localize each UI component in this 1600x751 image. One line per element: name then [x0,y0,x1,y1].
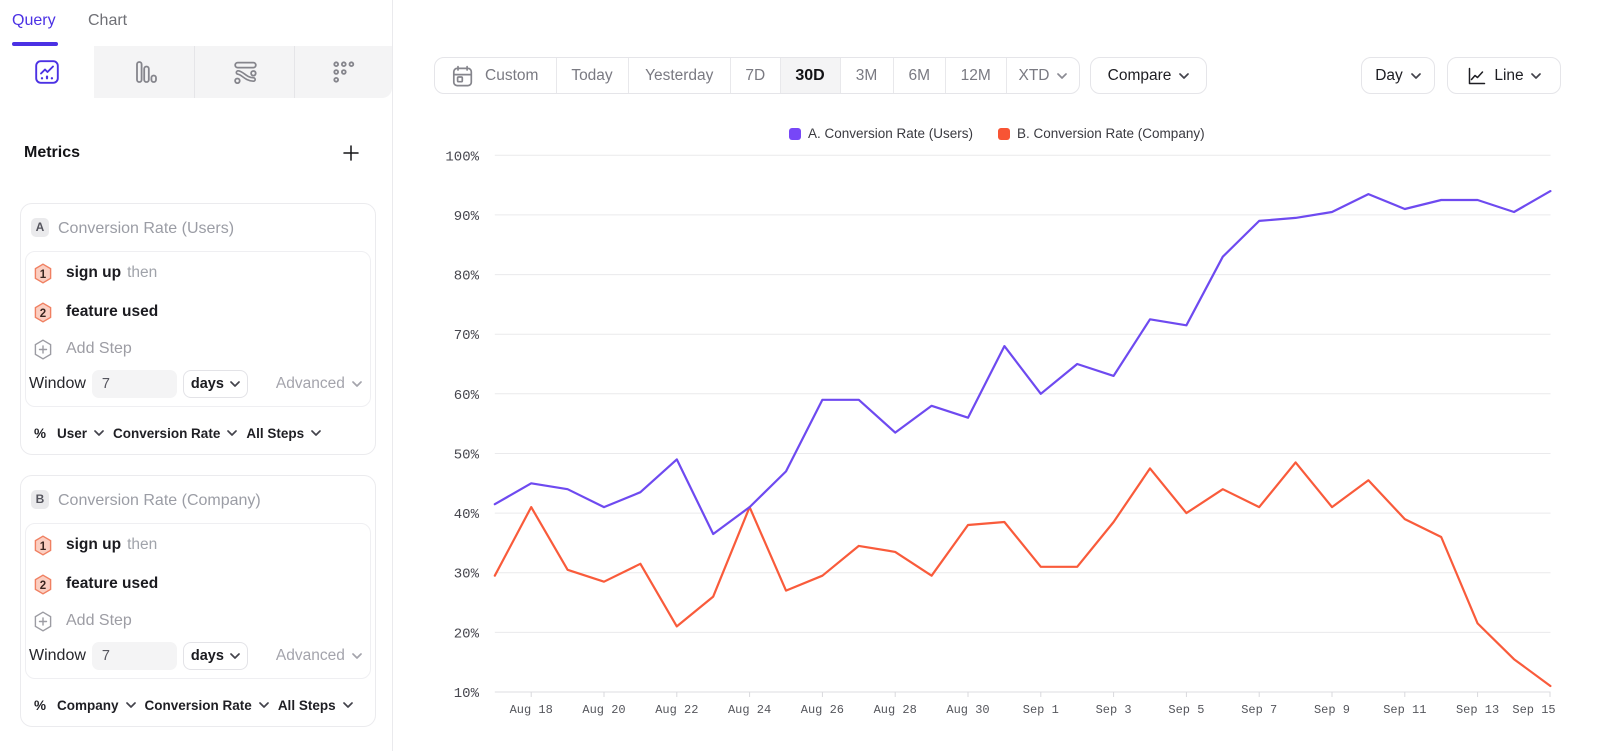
svg-text:Aug 24: Aug 24 [728,703,771,717]
svg-text:Sep 15: Sep 15 [1512,703,1555,717]
svg-text:Sep 7: Sep 7 [1241,703,1277,717]
svg-text:20%: 20% [454,626,480,642]
svg-text:1: 1 [40,268,47,280]
svg-text:60%: 60% [454,388,480,404]
svg-text:2: 2 [40,579,46,591]
svg-text:1: 1 [40,540,47,552]
svg-text:90%: 90% [454,209,480,225]
svg-text:Aug 28: Aug 28 [874,703,917,717]
svg-text:Sep 9: Sep 9 [1314,703,1350,717]
svg-text:30%: 30% [454,567,480,583]
svg-text:Sep 3: Sep 3 [1096,703,1132,717]
svg-text:Sep 13: Sep 13 [1456,703,1499,717]
svg-text:80%: 80% [454,269,480,285]
svg-text:Sep 5: Sep 5 [1168,703,1204,717]
svg-text:Aug 18: Aug 18 [510,703,553,717]
svg-text:Aug 30: Aug 30 [946,703,989,717]
svg-text:10%: 10% [454,686,480,702]
svg-text:50%: 50% [454,448,480,464]
svg-text:Sep 11: Sep 11 [1383,703,1426,717]
svg-text:Sep 1: Sep 1 [1023,703,1059,717]
svg-text:Aug 22: Aug 22 [655,703,698,717]
svg-text:40%: 40% [454,507,480,523]
svg-text:100%: 100% [445,149,479,165]
svg-text:Aug 20: Aug 20 [582,703,625,717]
svg-text:Aug 26: Aug 26 [801,703,844,717]
svg-text:2: 2 [40,307,46,319]
svg-text:70%: 70% [454,328,480,344]
